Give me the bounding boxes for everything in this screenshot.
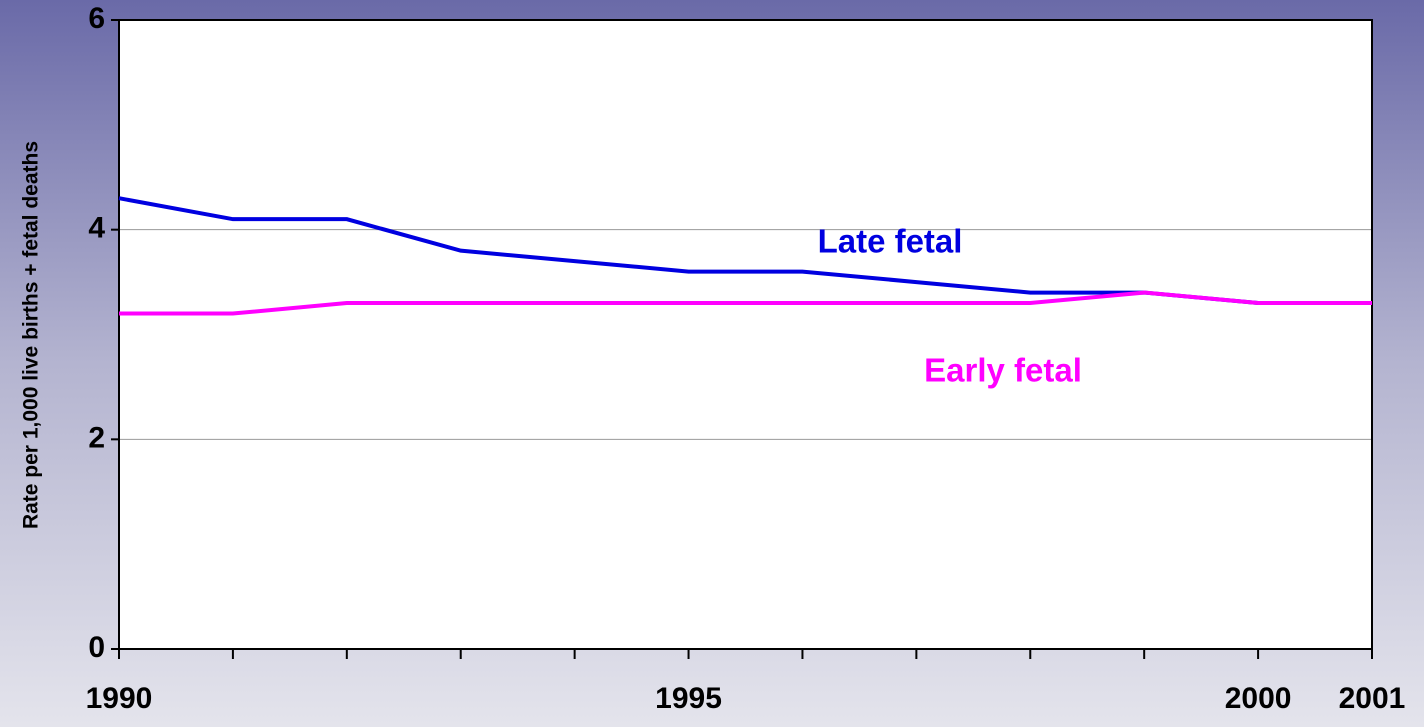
plot-area	[119, 20, 1372, 649]
y-tick-label: 2	[88, 421, 105, 454]
y-tick-label: 4	[88, 212, 105, 245]
y-tick-label: 6	[88, 2, 105, 35]
line-series	[119, 290, 1372, 316]
x-tick-label: 2000	[1225, 682, 1292, 715]
series-label: Late fetal	[818, 223, 963, 260]
x-tick-label: 1990	[86, 682, 153, 715]
plot-border	[118, 19, 1373, 650]
x-tick-label: 2001	[1339, 682, 1406, 715]
y-tick-label: 0	[88, 631, 105, 664]
series-label: Early fetal	[924, 352, 1082, 389]
y-axis-label: Rate per 1,000 live births + fetal death…	[20, 141, 43, 529]
x-tick-label: 1995	[655, 682, 722, 715]
